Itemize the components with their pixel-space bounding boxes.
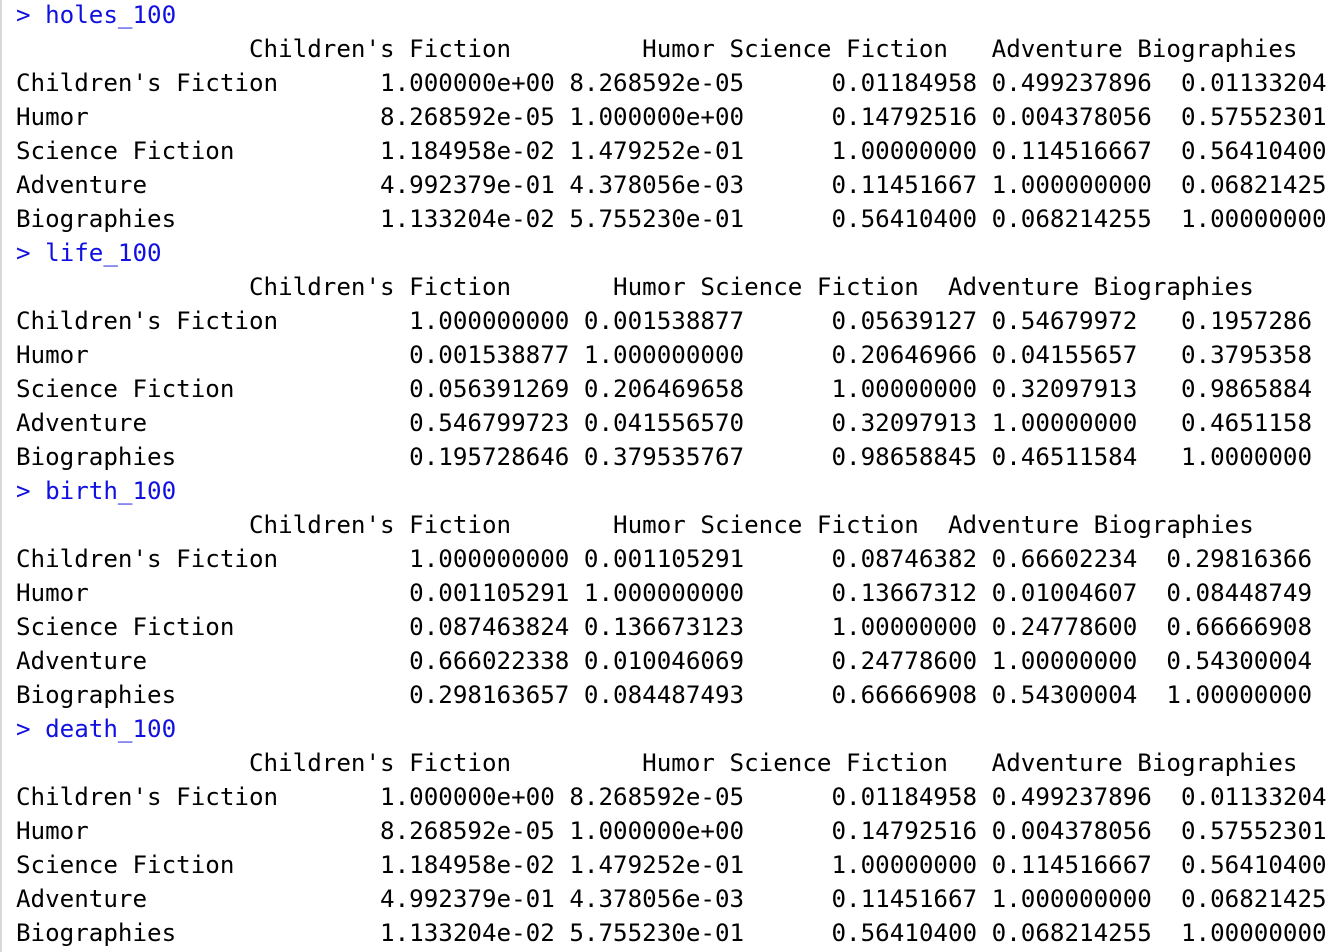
table-row: Humor 8.268592e-05 1.000000e+00 0.147925… [16,817,1327,845]
table-row: Children's Fiction 1.000000000 0.0015388… [16,307,1313,335]
table-header: Children's Fiction Humor Science Fiction… [16,35,1298,63]
table-row: Children's Fiction 1.000000e+00 8.268592… [16,783,1327,811]
table-row: Science Fiction 0.056391269 0.206469658 … [16,375,1313,403]
table-header: Children's Fiction Humor Science Fiction… [16,511,1254,539]
table-row: Science Fiction 1.184958e-02 1.479252e-0… [16,137,1327,165]
console-command: > birth_100 [16,477,177,505]
table-row: Children's Fiction 1.000000e+00 8.268592… [16,69,1327,97]
table-row: Adventure 4.992379e-01 4.378056e-03 0.11… [16,171,1327,199]
table-header: Children's Fiction Humor Science Fiction… [16,273,1254,301]
table-header: Children's Fiction Humor Science Fiction… [16,749,1298,777]
table-row: Biographies 1.133204e-02 5.755230e-01 0.… [16,205,1327,233]
table-row: Adventure 4.992379e-01 4.378056e-03 0.11… [16,885,1327,913]
table-row: Humor 0.001538877 1.000000000 0.20646966… [16,341,1313,369]
table-row: Humor 0.001105291 1.000000000 0.13667312… [16,579,1313,607]
table-row: Adventure 0.666022338 0.010046069 0.2477… [16,647,1313,675]
table-row: Science Fiction 0.087463824 0.136673123 … [16,613,1313,641]
console-command: > holes_100 [16,1,177,29]
console-command: > life_100 [16,239,162,267]
table-row: Biographies 1.133204e-02 5.755230e-01 0.… [16,919,1327,947]
table-row: Adventure 0.546799723 0.041556570 0.3209… [16,409,1313,437]
table-row: Biographies 0.195728646 0.379535767 0.98… [16,443,1313,471]
table-row: Humor 8.268592e-05 1.000000e+00 0.147925… [16,103,1327,131]
table-row: Science Fiction 1.184958e-02 1.479252e-0… [16,851,1327,879]
console-command: > death_100 [16,715,177,743]
table-row: Biographies 0.298163657 0.084487493 0.66… [16,681,1313,709]
table-row: Children's Fiction 1.000000000 0.0011052… [16,545,1313,573]
